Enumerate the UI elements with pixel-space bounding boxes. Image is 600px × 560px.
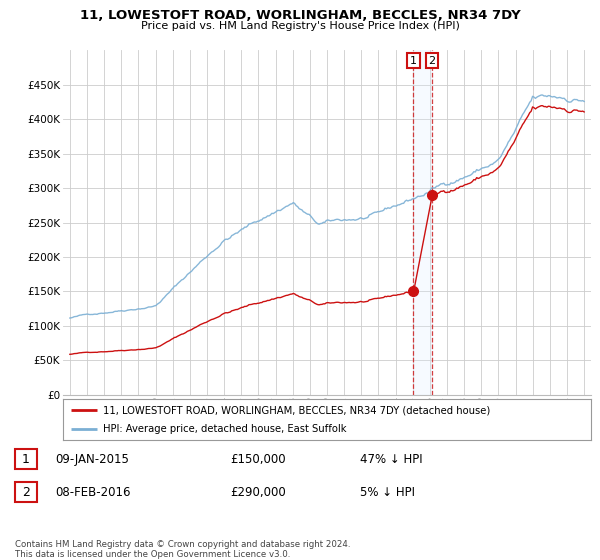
Text: 2: 2	[22, 486, 30, 499]
Text: £150,000: £150,000	[230, 453, 286, 466]
Text: 47% ↓ HPI: 47% ↓ HPI	[360, 453, 422, 466]
FancyBboxPatch shape	[15, 482, 37, 502]
Text: 5% ↓ HPI: 5% ↓ HPI	[360, 486, 415, 499]
Text: 08-FEB-2016: 08-FEB-2016	[55, 486, 131, 499]
Text: Contains HM Land Registry data © Crown copyright and database right 2024.
This d: Contains HM Land Registry data © Crown c…	[15, 540, 350, 559]
Text: 11, LOWESTOFT ROAD, WORLINGHAM, BECCLES, NR34 7DY (detached house): 11, LOWESTOFT ROAD, WORLINGHAM, BECCLES,…	[103, 405, 490, 415]
Bar	[413, 50, 432, 395]
Text: 1: 1	[410, 55, 417, 66]
Text: 1: 1	[22, 453, 30, 466]
Text: 11, LOWESTOFT ROAD, WORLINGHAM, BECCLES, NR34 7DY: 11, LOWESTOFT ROAD, WORLINGHAM, BECCLES,…	[80, 9, 520, 22]
Text: 09-JAN-2015: 09-JAN-2015	[55, 453, 129, 466]
FancyBboxPatch shape	[15, 449, 37, 469]
Text: HPI: Average price, detached house, East Suffolk: HPI: Average price, detached house, East…	[103, 424, 346, 433]
Text: 2: 2	[428, 55, 436, 66]
Text: £290,000: £290,000	[230, 486, 286, 499]
Text: Price paid vs. HM Land Registry's House Price Index (HPI): Price paid vs. HM Land Registry's House …	[140, 21, 460, 31]
